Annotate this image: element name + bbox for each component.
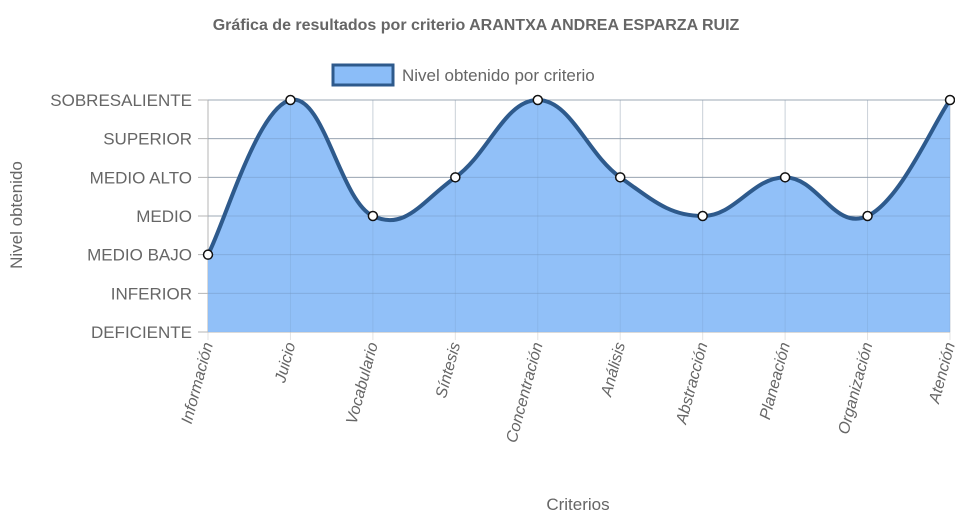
y-tick-label: SUPERIOR [103,130,192,149]
x-tick-label: Juicio [272,341,299,386]
legend-label: Nivel obtenido por criterio [402,66,595,85]
legend[interactable]: Nivel obtenido por criterio [331,63,595,87]
chart-title: Gráfica de resultados por criterio ARANT… [213,17,740,34]
area-layer [206,97,952,333]
data-point-6[interactable] [697,210,708,222]
x-tick-label: Síntesis [433,341,464,400]
series-line [206,97,952,256]
x-axis-label: Criterios [546,495,609,514]
y-tick-label: SOBRESALIENTE [50,91,192,110]
y-tick-label: MEDIO BAJO [87,246,192,265]
data-point-4[interactable] [532,94,544,106]
y-tick-label: MEDIO [136,207,192,226]
x-tick-label: Planeación [757,341,794,422]
x-tick-label: Atención [926,341,955,407]
data-point-5[interactable] [614,172,626,183]
x-tick-label: Abstracción [673,341,711,427]
x-tick-label: Información [179,341,217,426]
y-tick-label: INFERIOR [111,284,192,303]
data-point-9[interactable] [944,94,955,106]
x-tick-label: Concentración [504,341,547,445]
data-point-0[interactable] [202,249,214,260]
legend-swatch [331,63,395,87]
x-tick-label: Vocabulario [344,341,382,427]
y-axis-label: Nivel obtenido [7,161,26,269]
y-tick-label: DEFICIENTE [91,323,192,342]
data-point-8[interactable] [862,210,873,222]
x-axis-ticks: Información Juicio Vocabulario Síntesis Conc… [179,341,955,445]
x-tick-label: Análisis [598,341,629,400]
points-layer [202,94,955,260]
data-point-1[interactable] [285,94,296,106]
data-point-3[interactable] [450,172,461,183]
series-area-fill [208,99,950,333]
y-axis-ticks: DEFICIENTE INFERIOR MEDIO BAJO MEDIO MEDIO A… [50,91,192,342]
data-point-7[interactable] [779,172,791,183]
x-tick-label: Organización [836,341,877,437]
data-point-2[interactable] [367,210,379,222]
y-tick-label: MEDIO ALTO [90,168,192,187]
